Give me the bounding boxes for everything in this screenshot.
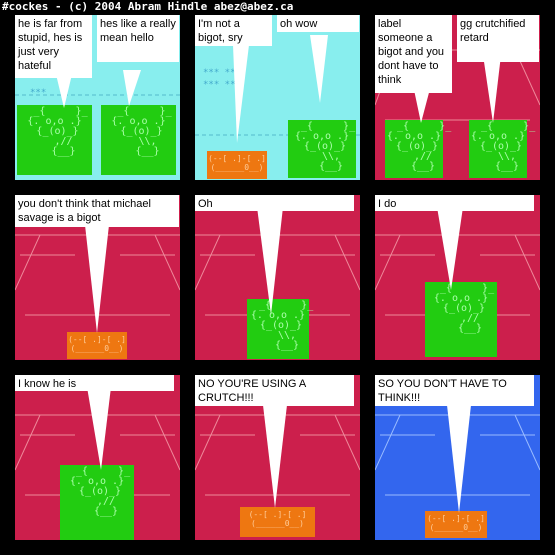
speech-tail bbox=[123, 70, 143, 115]
panel-3: label someone a bigot and you dont have … bbox=[375, 15, 540, 180]
green-face-character: _{ }_ {. o,o .} {_(o)_} ,// {__} bbox=[425, 282, 497, 357]
svg-text:***: *** bbox=[30, 88, 46, 98]
green-face-character: _{ }_ {. o,o .} {_(o)_} \\, {__} bbox=[288, 120, 356, 178]
orange-box-character: (--[ .]-[ .] (______0__) bbox=[240, 507, 315, 537]
panel-5: Oh _{ }_ {. o,o .} {_(o)_} \\, {__} bbox=[195, 195, 360, 360]
orange-box-character: (--[ .]-[ .] (______0__) bbox=[207, 151, 267, 179]
speech-tail bbox=[413, 85, 433, 130]
speech-bubble: oh wow bbox=[277, 15, 359, 32]
speech-bubble: you don't think that michael savage is a… bbox=[15, 195, 179, 227]
speech-bubble: NO YOU'RE USING A CRUTCH!!! bbox=[195, 375, 354, 406]
panel-8: NO YOU'RE USING A CRUTCH!!! (--[ .]-[ .]… bbox=[195, 375, 360, 540]
speech-bubble: hes like a really mean hello bbox=[97, 15, 179, 62]
speech-tail bbox=[447, 405, 477, 520]
speech-tail bbox=[483, 55, 503, 130]
speech-bubble: gg crutchified retard bbox=[457, 15, 539, 62]
panel-1: *** he is far from stupid, hes is just v… bbox=[15, 15, 180, 180]
panel-7: I know he is _{ }_ {. o,o .} {_(o)_} ,//… bbox=[15, 375, 180, 540]
green-face-character: _{ }_ {. o,o .} {_(o)_} \\, {__} bbox=[469, 120, 535, 178]
panel-1-background: *** bbox=[15, 88, 180, 98]
speech-tail bbox=[233, 45, 253, 150]
svg-text:*** **: *** ** bbox=[203, 68, 236, 78]
green-face-character: _{ }_ {. o,o .} {_(o)_} ,// {__} bbox=[385, 120, 451, 178]
speech-tail bbox=[55, 70, 75, 115]
speech-tail bbox=[257, 207, 287, 322]
svg-text:*** **: *** ** bbox=[203, 80, 236, 90]
panel-9: SO YOU DON'T HAVE TO THINK!!! (--[ .]-[ … bbox=[375, 375, 540, 540]
speech-tail bbox=[310, 35, 330, 110]
comic-title: #cockes - (c) 2004 Abram Hindle abez@abe… bbox=[2, 0, 294, 13]
green-face-character: _{ }_ {. o,o .} {_(o)_} \\, {__} bbox=[247, 299, 313, 359]
speech-bubble: Oh bbox=[195, 195, 354, 211]
panel-2-background: *** ** *** ** bbox=[195, 68, 360, 136]
speech-tail bbox=[263, 405, 293, 515]
orange-box-character: (--[ .]-[ .] (______0__) bbox=[425, 511, 487, 538]
green-face-character: _{ }_ {. o,o .} {_(o)_} ,// {__} bbox=[17, 105, 92, 175]
panel-6: I do _{ }_ {. o,o .} {_(o)_} ,// {__} bbox=[375, 195, 540, 360]
speech-bubble: I do bbox=[375, 195, 534, 211]
speech-bubble: I know he is bbox=[15, 375, 174, 391]
speech-tail bbox=[437, 207, 467, 297]
panel-2: *** ** *** ** I'm not a bigot, sry oh wo… bbox=[195, 15, 360, 180]
green-face-character: _{ }_ {. o,o .} {_(o)_} \\, {__} bbox=[101, 105, 176, 175]
speech-bubble: SO YOU DON'T HAVE TO THINK!!! bbox=[375, 375, 534, 406]
speech-bubble: label someone a bigot and you dont have … bbox=[375, 15, 452, 93]
orange-box-character: (--[ .]-[ .] (______0__) bbox=[67, 332, 127, 359]
speech-tail bbox=[85, 225, 115, 340]
speech-bubble: I'm not a bigot, sry bbox=[195, 15, 272, 46]
panel-4: you don't think that michael savage is a… bbox=[15, 195, 180, 360]
green-face-character: _{ }_ {. o,o .} {_(o)_} ,// {__} bbox=[60, 465, 134, 540]
speech-bubble: he is far from stupid, hes is just very … bbox=[15, 15, 92, 78]
speech-tail bbox=[87, 387, 117, 477]
